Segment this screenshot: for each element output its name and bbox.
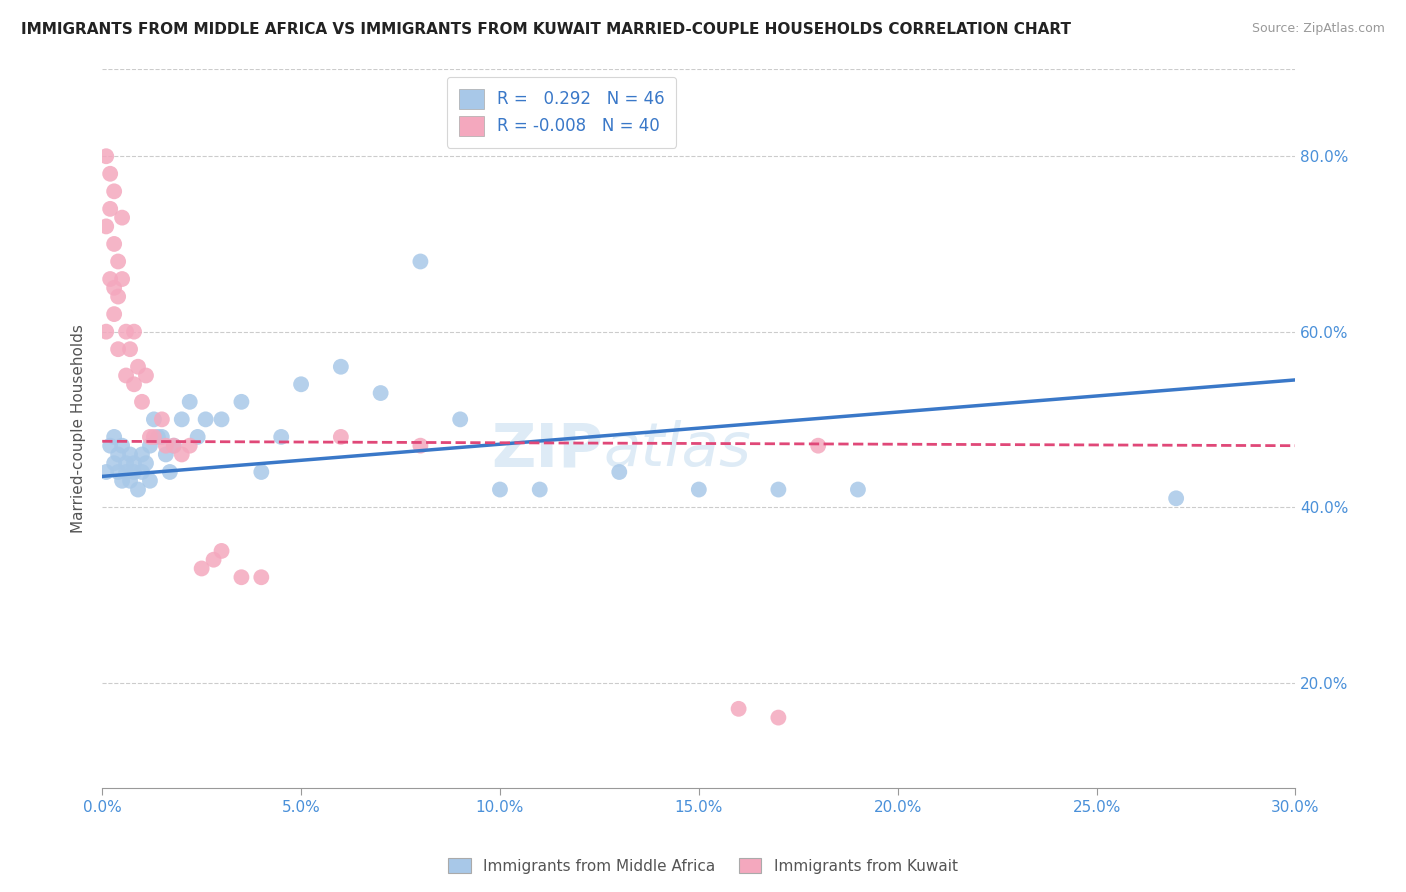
Point <box>122 377 145 392</box>
Point <box>96 149 118 163</box>
Point <box>103 236 125 251</box>
Point <box>142 430 165 444</box>
Point <box>846 483 869 497</box>
Point <box>489 483 512 497</box>
Point <box>409 254 432 268</box>
Point <box>127 483 149 497</box>
Point <box>231 394 253 409</box>
Text: IMMIGRANTS FROM MIDDLE AFRICA VS IMMIGRANTS FROM KUWAIT MARRIED-COUPLE HOUSEHOLD: IMMIGRANTS FROM MIDDLE AFRICA VS IMMIGRA… <box>21 22 1071 37</box>
Point <box>211 544 233 558</box>
Point <box>118 342 141 356</box>
Point <box>131 465 153 479</box>
Text: atlas: atlas <box>603 420 751 479</box>
Point <box>231 570 253 584</box>
Point <box>155 439 177 453</box>
Point <box>98 202 121 216</box>
Point <box>139 430 162 444</box>
Point <box>107 289 129 303</box>
Point <box>103 456 125 470</box>
Text: Source: ZipAtlas.com: Source: ZipAtlas.com <box>1251 22 1385 36</box>
Point <box>122 456 145 470</box>
Point <box>115 325 138 339</box>
Point <box>107 465 129 479</box>
Point <box>142 412 165 426</box>
Point <box>107 342 129 356</box>
Point <box>131 447 153 461</box>
Point <box>1166 491 1188 506</box>
Point <box>179 394 201 409</box>
Point <box>146 430 169 444</box>
Point <box>329 359 352 374</box>
Point <box>607 465 630 479</box>
Point <box>768 483 790 497</box>
Point <box>727 702 749 716</box>
Point <box>202 552 225 566</box>
Point <box>96 219 118 234</box>
Point <box>807 439 830 453</box>
Point <box>370 386 392 401</box>
Point <box>139 439 162 453</box>
Point <box>150 430 173 444</box>
Point <box>163 439 186 453</box>
Point <box>96 325 118 339</box>
Legend: R =   0.292   N = 46, R = -0.008   N = 40: R = 0.292 N = 46, R = -0.008 N = 40 <box>447 77 676 147</box>
Point <box>170 412 193 426</box>
Legend: Immigrants from Middle Africa, Immigrants from Kuwait: Immigrants from Middle Africa, Immigrant… <box>441 852 965 880</box>
Point <box>118 447 141 461</box>
Point <box>139 474 162 488</box>
Point <box>111 474 134 488</box>
Text: ZIP: ZIP <box>491 420 603 479</box>
Point <box>127 359 149 374</box>
Point <box>290 377 312 392</box>
Point <box>159 465 181 479</box>
Point <box>211 412 233 426</box>
Point <box>107 254 129 268</box>
Point <box>163 439 186 453</box>
Point <box>190 561 212 575</box>
Point <box>155 447 177 461</box>
Point <box>115 368 138 383</box>
Point <box>96 465 118 479</box>
Point <box>118 474 141 488</box>
Point <box>179 439 201 453</box>
Point <box>449 412 471 426</box>
Point <box>98 439 121 453</box>
Point <box>103 307 125 321</box>
Point <box>111 439 134 453</box>
Point <box>409 439 432 453</box>
Point <box>250 570 273 584</box>
Point <box>768 710 790 724</box>
Y-axis label: Married-couple Households: Married-couple Households <box>72 324 86 533</box>
Point <box>115 456 138 470</box>
Point <box>135 456 157 470</box>
Point <box>111 211 134 225</box>
Point <box>250 465 273 479</box>
Point <box>131 394 153 409</box>
Point <box>194 412 217 426</box>
Point <box>329 430 352 444</box>
Point <box>187 430 209 444</box>
Point <box>103 430 125 444</box>
Point <box>122 465 145 479</box>
Point <box>122 325 145 339</box>
Point <box>103 281 125 295</box>
Point <box>107 447 129 461</box>
Point <box>135 368 157 383</box>
Point <box>270 430 292 444</box>
Point <box>98 167 121 181</box>
Point <box>688 483 710 497</box>
Point <box>170 447 193 461</box>
Point <box>115 465 138 479</box>
Point <box>150 412 173 426</box>
Point <box>103 184 125 198</box>
Point <box>111 272 134 286</box>
Point <box>98 272 121 286</box>
Point <box>529 483 551 497</box>
